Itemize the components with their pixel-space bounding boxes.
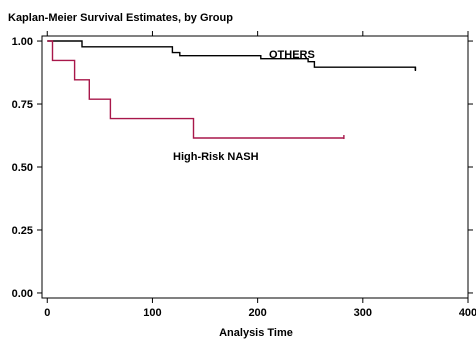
y-tick-label: 0.25 bbox=[12, 225, 33, 237]
y-tick-label: 0.50 bbox=[12, 162, 33, 174]
series-group bbox=[47, 40, 417, 140]
x-tick-label: 300 bbox=[354, 307, 372, 319]
x-tick-label: 100 bbox=[143, 307, 161, 319]
plot-frame bbox=[41, 35, 469, 299]
chart-title: Kaplan-Meier Survival Estimates, by Grou… bbox=[8, 12, 233, 24]
series-label-high-risk-nash: High-Risk NASH bbox=[173, 151, 259, 163]
y-tick-label: 1.00 bbox=[12, 36, 33, 48]
y-tick-label: 0.75 bbox=[12, 99, 33, 111]
y-axis: 0.00 0.25 0.50 0.75 1.00 bbox=[12, 36, 473, 300]
series-label-others: OTHERS bbox=[269, 49, 315, 61]
y-tick-label: 0.00 bbox=[12, 288, 33, 300]
series-line-high-risk-nash bbox=[47, 40, 344, 139]
x-axis-label: Analysis Time bbox=[219, 327, 293, 339]
x-tick-label: 200 bbox=[248, 307, 266, 319]
series-line-others bbox=[47, 40, 417, 70]
x-tick-label: 400 bbox=[459, 307, 476, 319]
x-tick-label: 0 bbox=[44, 307, 50, 319]
x-axis: 0 100 200 300 400 bbox=[44, 31, 476, 319]
